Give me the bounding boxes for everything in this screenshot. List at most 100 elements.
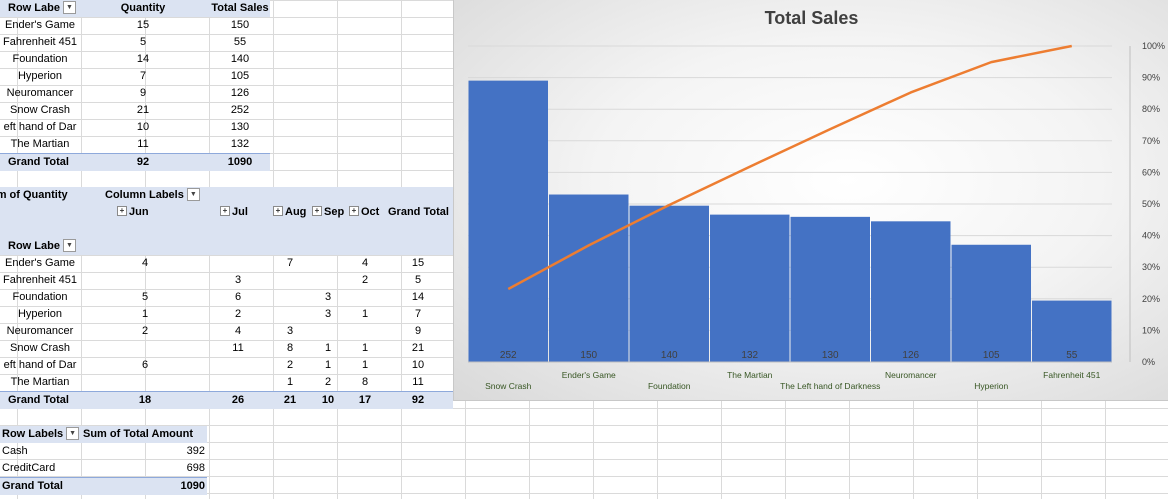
quantity-value: 21 bbox=[136, 104, 150, 116]
table-row[interactable]: Ender's Game 15 150 bbox=[0, 17, 270, 34]
x-tick-label: Ender's Game bbox=[562, 370, 616, 380]
bar-data-label: 132 bbox=[741, 350, 758, 361]
row-label: Foundation bbox=[12, 53, 68, 65]
chevron-down-icon[interactable]: ▼ bbox=[62, 238, 76, 252]
bar-data-label: 140 bbox=[661, 350, 678, 361]
chevron-down-icon[interactable]: ▼ bbox=[66, 426, 80, 440]
row-label: Snow Crash bbox=[10, 342, 70, 354]
row-labels-header[interactable]: Row Labe ▼ bbox=[8, 0, 78, 17]
x-tick-label: Snow Crash bbox=[485, 381, 532, 391]
month-value bbox=[350, 289, 380, 306]
grand-total-row: Grand Total 1090 bbox=[0, 477, 207, 495]
month-value: 5 bbox=[141, 291, 149, 303]
grand-total-sales: 1090 bbox=[227, 156, 253, 168]
row-labels-header[interactable]: Row Labe ▼ bbox=[8, 238, 88, 255]
table-row[interactable]: The Martian 11 132 bbox=[0, 136, 270, 153]
quantity-value: 11 bbox=[137, 138, 149, 150]
table-row[interactable]: Hyperion 1 2 3 1 7 bbox=[0, 306, 453, 323]
y2-tick-label: 70% bbox=[1142, 136, 1160, 146]
sum-total-amount-header: Sum of Total Amount bbox=[83, 428, 193, 440]
x-tick-label: Foundation bbox=[648, 381, 691, 391]
table-row[interactable]: Fahrenheit 451 5 55 bbox=[0, 34, 270, 51]
row-label: Hyperion bbox=[17, 70, 63, 82]
table-row[interactable]: Cash 392 bbox=[0, 443, 207, 460]
month-value bbox=[275, 306, 305, 323]
table-row[interactable]: Neuromancer 9 126 bbox=[0, 85, 270, 102]
bar-data-label: 130 bbox=[822, 350, 839, 361]
month-header-oct[interactable]: + Oct bbox=[349, 204, 399, 221]
quantity-value: 9 bbox=[139, 87, 147, 99]
row-labels-header[interactable]: Row Labels ▼ bbox=[2, 426, 84, 443]
table-row[interactable]: The Martian 1 2 8 11 bbox=[0, 374, 453, 391]
grand-total-row: Grand Total 18 26 21 10 17 92 bbox=[0, 391, 453, 409]
table-row[interactable]: Foundation 5 6 3 14 bbox=[0, 289, 453, 306]
row-label: Hyperion bbox=[17, 308, 63, 320]
total-sales-value: 132 bbox=[230, 138, 250, 150]
row-grand-total: 7 bbox=[414, 308, 422, 320]
table-row[interactable]: Fahrenheit 451 3 2 5 bbox=[0, 272, 453, 289]
table-row[interactable]: Snow Crash 11 8 1 1 21 bbox=[0, 340, 453, 357]
grand-total-label: Grand Total bbox=[8, 394, 69, 406]
bar bbox=[710, 214, 790, 362]
month-value bbox=[130, 340, 160, 357]
plus-box-icon[interactable]: + bbox=[220, 206, 230, 217]
month-value: 3 bbox=[286, 325, 294, 337]
table-row[interactable]: Neuromancer 2 4 3 9 bbox=[0, 323, 453, 340]
month-header-aug[interactable]: + Aug bbox=[273, 204, 323, 221]
y2-tick-label: 30% bbox=[1142, 262, 1160, 272]
total-sales-value: 126 bbox=[230, 87, 250, 99]
row-label: Neuromancer bbox=[6, 325, 74, 337]
month-value: 2 bbox=[324, 376, 332, 388]
row-label: Fahrenheit 451 bbox=[3, 274, 77, 286]
y2-tick-label: 60% bbox=[1142, 167, 1160, 177]
total-sales-header: Total Sales bbox=[211, 2, 269, 14]
plus-box-icon[interactable]: + bbox=[349, 206, 359, 217]
bar bbox=[871, 221, 951, 362]
month-header-sep[interactable]: + Sep bbox=[312, 204, 362, 221]
month-value: 1 bbox=[286, 376, 294, 388]
table-row[interactable]: eft hand of Dar 10 130 bbox=[0, 119, 270, 136]
x-tick-label: Hyperion bbox=[974, 381, 1008, 391]
y2-tick-label: 40% bbox=[1142, 231, 1160, 241]
chevron-down-icon[interactable]: ▼ bbox=[186, 187, 200, 201]
grand-total-value: 26 bbox=[231, 394, 245, 406]
table-row[interactable]: Ender's Game 4 7 4 15 bbox=[0, 255, 453, 272]
table-row[interactable]: CreditCard 698 bbox=[0, 460, 207, 477]
row-label: Ender's Game bbox=[5, 257, 75, 269]
grand-total-value: 21 bbox=[283, 394, 297, 406]
quantity-value: 15 bbox=[136, 19, 150, 31]
month-value: 1 bbox=[361, 359, 369, 371]
pareto-chart[interactable]: Total Sales 0% 10% 20% 30% 40% 50% 60% 70% 80% 90… bbox=[453, 0, 1168, 401]
y2-tick-label: 50% bbox=[1142, 199, 1160, 209]
table-row[interactable]: Hyperion 7 105 bbox=[0, 68, 270, 85]
x-tick-label: The Martian bbox=[727, 370, 773, 380]
bar bbox=[790, 216, 870, 362]
grand-total-value: 18 bbox=[138, 394, 152, 406]
chevron-down-icon[interactable]: ▼ bbox=[62, 0, 76, 14]
row-label: Fahrenheit 451 bbox=[3, 36, 77, 48]
table-row[interactable]: Foundation 14 140 bbox=[0, 51, 270, 68]
plus-box-icon[interactable]: + bbox=[117, 206, 127, 217]
plus-box-icon[interactable]: + bbox=[273, 206, 283, 217]
table-row[interactable]: Snow Crash 21 252 bbox=[0, 102, 270, 119]
row-grand-total: 14 bbox=[411, 291, 425, 303]
row-grand-total: 11 bbox=[412, 376, 424, 388]
month-header-jul[interactable]: + Jul bbox=[220, 204, 270, 221]
row-label: The Martian bbox=[10, 376, 70, 388]
total-sales-value: 140 bbox=[230, 53, 250, 65]
month-value: 8 bbox=[361, 376, 369, 388]
month-value: 2 bbox=[361, 274, 369, 286]
month-header-jun[interactable]: + Jun bbox=[117, 204, 167, 221]
plus-box-icon[interactable]: + bbox=[312, 206, 322, 217]
total-sales-value: 55 bbox=[233, 36, 247, 48]
column-labels-header[interactable]: Column Labels ▼ bbox=[105, 187, 215, 204]
month-value: 3 bbox=[234, 274, 242, 286]
month-label: Sep bbox=[324, 206, 345, 218]
y2-tick-label: 100% bbox=[1142, 41, 1165, 51]
pivot-header-row: Row Labe ▼ Quantity Total Sales bbox=[0, 0, 270, 17]
row-grand-total: 21 bbox=[411, 342, 425, 354]
month-value: 8 bbox=[286, 342, 294, 354]
month-value bbox=[313, 323, 343, 340]
table-row[interactable]: eft hand of Dar 6 2 1 1 10 bbox=[0, 357, 453, 374]
